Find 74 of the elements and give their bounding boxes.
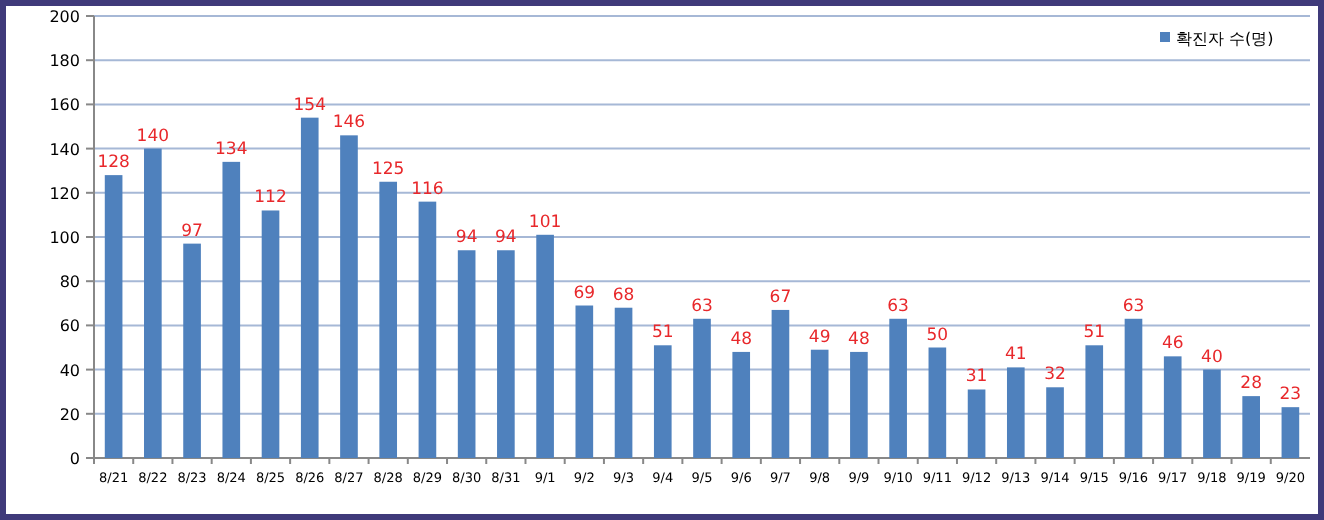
y-tick-label: 80	[59, 273, 80, 292]
data-label: 49	[808, 327, 831, 348]
bar	[614, 307, 633, 458]
data-label: 112	[254, 188, 287, 209]
bar	[222, 161, 241, 458]
bar	[418, 201, 437, 458]
bar	[575, 305, 594, 458]
data-label: 69	[573, 283, 596, 304]
bar	[810, 349, 829, 458]
data-label: 51	[1083, 323, 1106, 344]
data-label: 50	[926, 325, 949, 346]
data-label: 68	[612, 285, 635, 306]
bar	[1203, 369, 1221, 458]
data-label: 31	[965, 367, 988, 388]
bar	[1281, 407, 1300, 458]
data-label: 40	[1201, 347, 1223, 368]
bar	[967, 389, 986, 458]
bar	[300, 117, 319, 458]
bar	[771, 309, 790, 458]
bar	[928, 347, 947, 458]
data-label: 154	[293, 95, 326, 116]
bar	[1006, 367, 1025, 458]
y-tick-label: 0	[69, 450, 80, 468]
data-label: 48	[730, 329, 753, 350]
data-label: 97	[181, 221, 203, 242]
data-label: 140	[136, 126, 170, 147]
y-tick-label: 40	[59, 361, 80, 380]
y-tick-label: 140	[49, 140, 80, 159]
y-tick-label: 120	[49, 184, 80, 203]
data-label: 146	[332, 113, 366, 134]
data-label: 67	[769, 287, 792, 308]
bar	[536, 234, 554, 458]
data-label: 125	[371, 159, 405, 180]
data-label: 101	[528, 212, 562, 233]
y-tick-label: 20	[59, 405, 80, 424]
bar	[1124, 318, 1143, 458]
data-label: 46	[1161, 334, 1184, 355]
data-label: 94	[455, 228, 478, 249]
y-tick-label: 200	[49, 8, 80, 26]
bar	[1163, 356, 1182, 458]
data-label: 63	[1122, 296, 1145, 317]
data-label: 41	[1004, 345, 1027, 366]
data-label: 48	[848, 329, 870, 350]
bar	[1046, 387, 1064, 458]
data-label: 128	[97, 153, 130, 174]
y-tick-label: 180	[49, 52, 80, 71]
bar	[889, 318, 907, 458]
bar	[693, 318, 711, 458]
data-label: 116	[411, 179, 444, 200]
bar	[340, 135, 358, 458]
data-label: 28	[1240, 374, 1262, 395]
bar	[850, 351, 868, 458]
data-label: 134	[215, 139, 248, 160]
data-label: 94	[495, 228, 517, 249]
bar	[497, 250, 515, 458]
bar	[457, 250, 476, 458]
y-tick-label: 160	[49, 96, 80, 115]
data-label: 51	[651, 323, 674, 344]
bar	[1242, 396, 1260, 458]
y-tick-label: 60	[59, 317, 80, 336]
data-label: 63	[691, 296, 713, 317]
bar	[183, 243, 201, 458]
bar	[261, 210, 280, 458]
bar	[732, 351, 751, 458]
legend-label: 확진자 수(명)	[1176, 30, 1274, 48]
bar	[379, 181, 398, 458]
data-label: 23	[1279, 385, 1302, 406]
bar	[1085, 345, 1104, 458]
data-label: 32	[1044, 365, 1066, 386]
y-tick-label: 100	[49, 229, 80, 247]
bar	[653, 345, 672, 458]
bar	[144, 148, 162, 458]
data-label: 63	[887, 296, 909, 317]
bar	[104, 175, 123, 458]
